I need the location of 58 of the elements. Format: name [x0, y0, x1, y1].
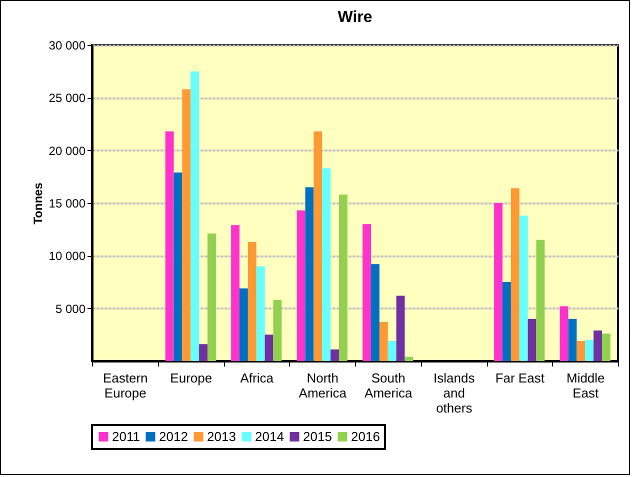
bar [388, 340, 396, 361]
bar [231, 225, 240, 361]
bar [362, 224, 372, 361]
bar [248, 242, 256, 361]
bar [322, 168, 331, 361]
bar [594, 330, 602, 361]
bar [296, 210, 306, 361]
y-tick-label: 25 000 [48, 91, 86, 106]
x-tick-label: Europe [170, 370, 212, 386]
x-tick-label: Eastern Europe [102, 370, 148, 400]
bar [240, 288, 248, 361]
bar [273, 300, 282, 361]
bar [576, 340, 586, 361]
bar [165, 131, 174, 361]
bar [338, 194, 348, 361]
bar [502, 282, 511, 361]
bar [494, 203, 503, 361]
y-tick-label: 15 000 [48, 196, 86, 210]
bar [190, 71, 200, 361]
x-tick-label: Islands and others [434, 370, 476, 416]
x-tick-label: Africa [240, 370, 274, 386]
x-tick-label: South America [364, 370, 413, 400]
legend-label: 2013 [207, 428, 236, 444]
legend-label: 2014 [255, 428, 284, 444]
legend-label: 2011 [112, 428, 140, 444]
y-tick-label: 20 000 [48, 144, 86, 158]
bar [174, 172, 182, 361]
chart-title: Wire [338, 9, 372, 26]
bar [256, 266, 265, 361]
bar [207, 234, 216, 361]
bar [371, 264, 380, 361]
bar [528, 318, 536, 361]
bar [602, 334, 610, 361]
y-tick-label: 30 000 [48, 38, 86, 52]
bar [264, 334, 274, 361]
bar [379, 322, 388, 361]
bar [510, 188, 520, 361]
legend-label: 2012 [159, 428, 188, 444]
bar [404, 356, 414, 361]
y-tick-label: 10 000 [48, 249, 86, 264]
legend-label: 2015 [303, 428, 332, 444]
bar [519, 216, 528, 361]
bar [305, 187, 314, 361]
legend-label: 2016 [351, 428, 380, 444]
bar [314, 131, 322, 361]
bar [396, 296, 405, 361]
bar [585, 340, 594, 361]
y-tick-label: 5 000 [55, 302, 86, 316]
bar [199, 344, 208, 361]
y-axis-title: Tonnes [30, 182, 45, 224]
bar [182, 89, 191, 361]
bar [560, 306, 568, 361]
x-tick-label: North America [298, 370, 348, 400]
x-tick-label: Far East [495, 370, 545, 386]
bar [568, 318, 577, 361]
bar [536, 240, 545, 361]
bar [330, 349, 339, 361]
x-tick-label: Middle East [566, 370, 605, 400]
